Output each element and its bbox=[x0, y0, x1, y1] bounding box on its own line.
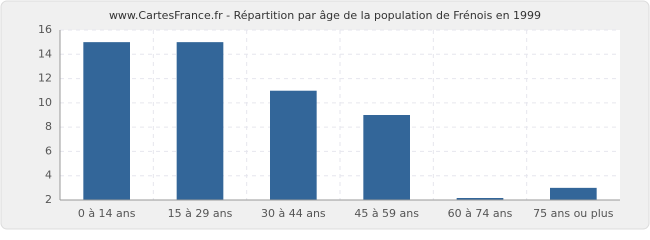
x-tick-label: 0 à 14 ans bbox=[78, 207, 136, 220]
chart-title: www.CartesFrance.fr - Répartition par âg… bbox=[109, 9, 541, 22]
chart: www.CartesFrance.fr - Répartition par âg… bbox=[0, 0, 650, 230]
y-tick-label: 12 bbox=[38, 72, 52, 85]
y-tick-label: 16 bbox=[38, 23, 52, 36]
y-tick-label: 8 bbox=[45, 120, 52, 133]
bar bbox=[270, 90, 317, 200]
y-tick-label: 6 bbox=[45, 144, 52, 157]
x-tick-label: 30 à 44 ans bbox=[261, 207, 326, 220]
bar bbox=[83, 42, 130, 201]
x-tick-label: 75 ans ou plus bbox=[533, 207, 614, 220]
bar bbox=[456, 198, 504, 200]
y-tick-label: 14 bbox=[38, 47, 52, 60]
x-tick-label: 45 à 59 ans bbox=[354, 207, 419, 220]
y-tick-label: 2 bbox=[45, 193, 52, 206]
y-tick-label: 10 bbox=[38, 96, 52, 109]
x-tick-label: 60 à 74 ans bbox=[448, 207, 513, 220]
bar bbox=[176, 42, 224, 201]
y-tick-label: 4 bbox=[45, 169, 52, 182]
bar bbox=[363, 115, 410, 200]
x-tick-label: 15 à 29 ans bbox=[168, 207, 233, 220]
plot-area bbox=[60, 30, 620, 200]
bar bbox=[550, 187, 597, 200]
